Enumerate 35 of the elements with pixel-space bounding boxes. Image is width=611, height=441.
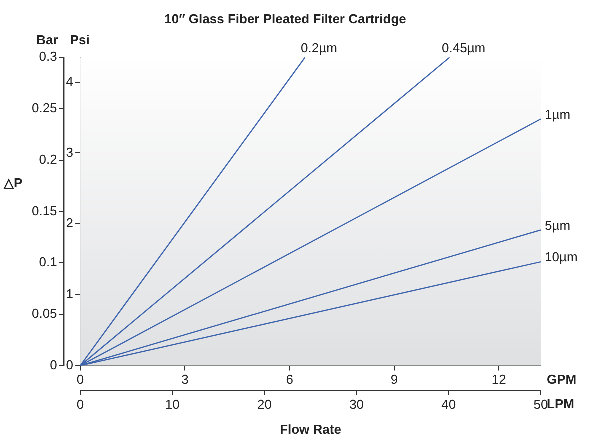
series-label: 5µm bbox=[545, 218, 571, 233]
x2-tick-label: 12 bbox=[492, 372, 506, 388]
x2-tick-label: 9 bbox=[390, 372, 398, 388]
y-tick-label: 0 bbox=[50, 357, 58, 372]
y-tick-label: 0.2 bbox=[39, 152, 58, 167]
x2-axis-title: GPM bbox=[547, 372, 577, 387]
x-tick-label: 20 bbox=[257, 396, 272, 412]
x-tick-label: 10 bbox=[165, 396, 180, 412]
text: Flow Rate bbox=[280, 422, 342, 438]
y2-tick-label: 2 bbox=[66, 216, 74, 231]
series-label: 0.2µm bbox=[301, 40, 338, 56]
y-axis-title: Bar bbox=[36, 32, 58, 48]
y-tick-label: 0.1 bbox=[39, 254, 58, 270]
x-tick-label: 50 bbox=[534, 396, 548, 412]
x2-tick-label: 6 bbox=[286, 372, 294, 388]
chart-title: 10″ Glass Fiber Pleated Filter Cartridge bbox=[164, 11, 406, 26]
x-axis-title: LPM bbox=[547, 396, 574, 412]
y2-axis-title: Psi bbox=[70, 32, 90, 48]
y-tick-label: 0.05 bbox=[32, 306, 58, 322]
y2-tick-label: 1 bbox=[66, 286, 74, 302]
series-label: 0.45µm bbox=[442, 40, 486, 56]
y2-tick-label: 4 bbox=[66, 74, 74, 89]
y-tick-label: 0.25 bbox=[32, 100, 58, 116]
x-tick-label: 40 bbox=[442, 396, 456, 412]
y2-tick-label: 0 bbox=[66, 357, 74, 372]
y-tick-label: 0.15 bbox=[32, 203, 58, 218]
y-tick-label: 0.3 bbox=[39, 49, 58, 64]
y2-tick-label: 3 bbox=[66, 144, 74, 160]
x2-tick-label: 0 bbox=[76, 372, 84, 388]
x2-tick-label: 3 bbox=[182, 372, 189, 388]
x-tick-label: 0 bbox=[76, 396, 84, 412]
x-tick-label: 30 bbox=[350, 396, 364, 412]
series-label: 10µm bbox=[545, 250, 578, 265]
text: △P bbox=[3, 175, 23, 190]
series-label: 1µm bbox=[545, 106, 571, 122]
